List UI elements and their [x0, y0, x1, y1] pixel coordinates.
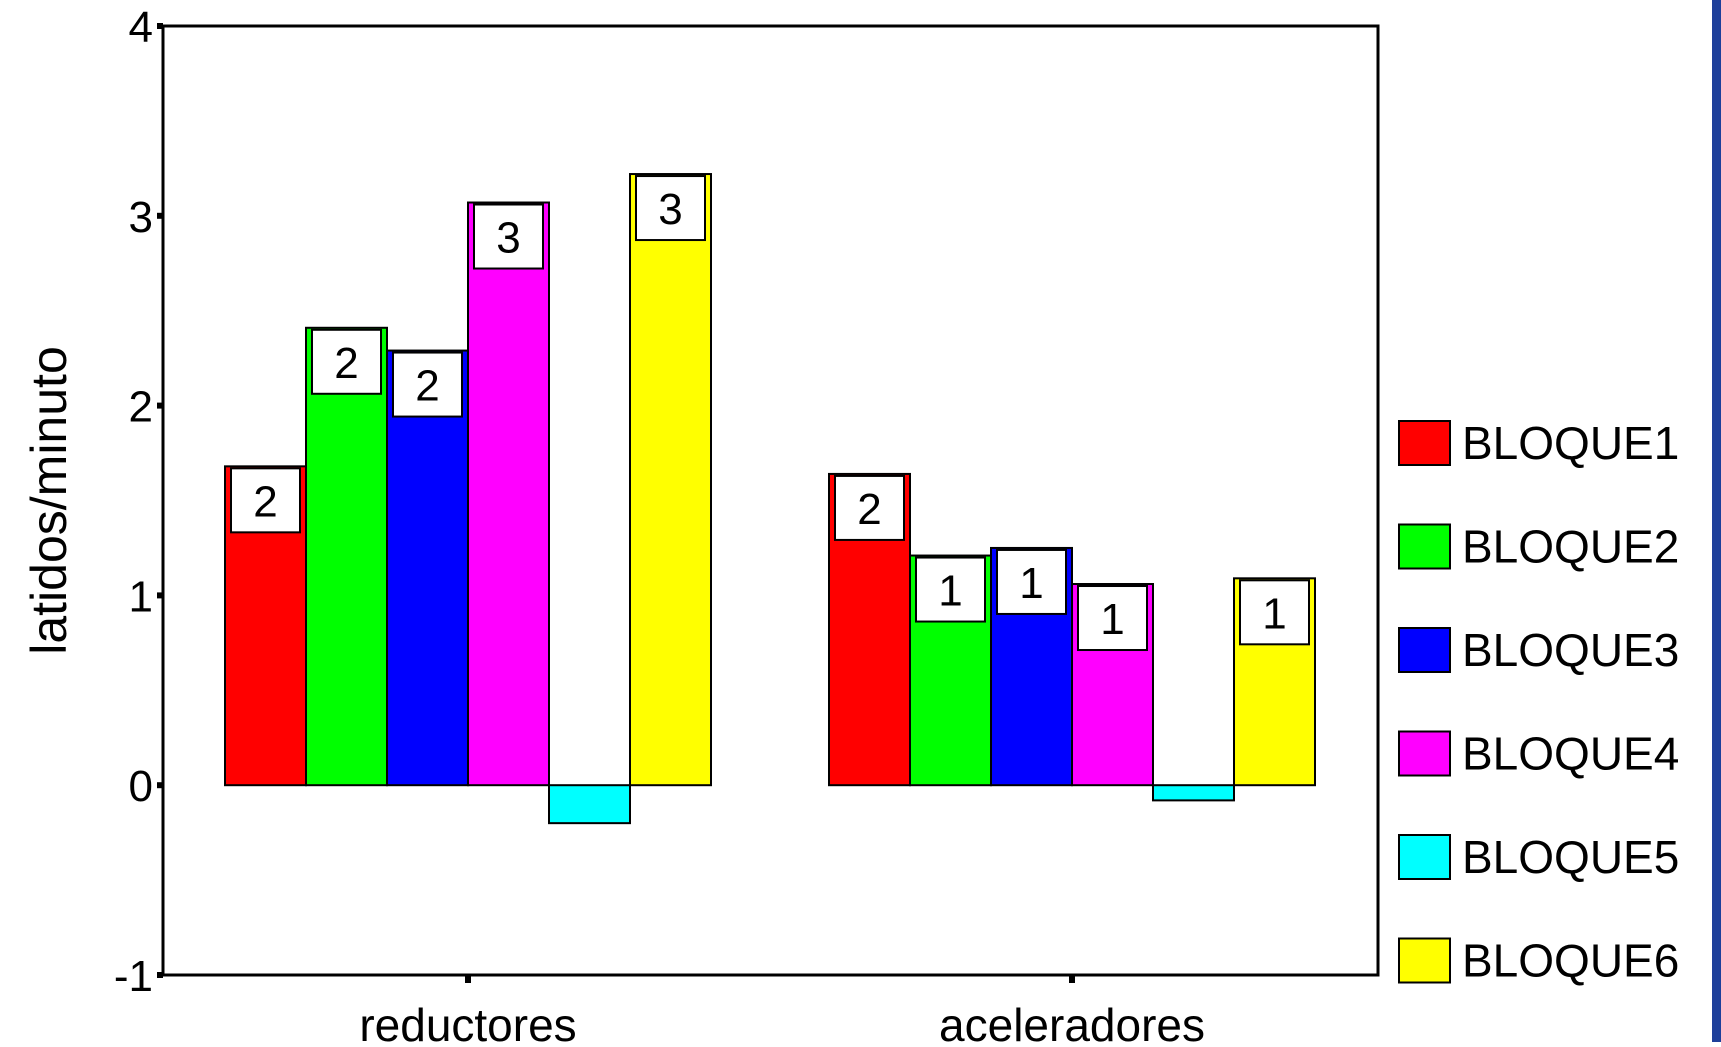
bar-value-label: 1 — [1262, 589, 1286, 638]
bar-value-box — [311, 328, 382, 395]
bar-value-label: 1 — [938, 567, 962, 616]
legend-label: BLOQUE3 — [1462, 624, 1679, 676]
legend-swatch — [1398, 937, 1451, 984]
bar-value-box — [834, 474, 905, 541]
bar-value-label: 3 — [658, 185, 682, 234]
legend-swatch — [1398, 523, 1451, 570]
bar-value-box — [915, 556, 986, 623]
x-tick-label: aceleradores — [939, 999, 1205, 1042]
bar-value-box — [1239, 579, 1310, 646]
legend-label: BLOQUE1 — [1462, 417, 1679, 469]
legend-label: BLOQUE2 — [1462, 521, 1679, 573]
bar — [467, 201, 550, 787]
y-tick-label: -1 — [114, 952, 153, 1001]
legend-label: BLOQUE5 — [1462, 831, 1679, 883]
bar-value-box — [635, 175, 706, 242]
y-tick-label: 0 — [129, 762, 153, 811]
bar-value-box — [392, 351, 463, 418]
y-tick-label: 3 — [129, 193, 153, 242]
bar-value-box — [996, 548, 1067, 615]
plot-frame — [161, 24, 1380, 977]
y-tick-label: 4 — [129, 3, 153, 52]
legend-label: BLOQUE4 — [1462, 728, 1679, 780]
bar-value-label: 3 — [496, 214, 520, 263]
bar — [386, 349, 469, 787]
bar-value-label: 2 — [334, 339, 358, 388]
legend-swatch — [1398, 730, 1451, 777]
x-tick-label: reductores — [359, 999, 576, 1042]
window-edge-strip — [1712, 0, 1721, 1042]
bar — [548, 784, 631, 825]
bar-value-label: 2 — [415, 362, 439, 411]
bar-value-box — [473, 203, 544, 270]
legend-swatch — [1398, 420, 1451, 466]
bar-value-box — [1077, 585, 1148, 652]
bar — [305, 326, 388, 787]
bar-value-box — [230, 467, 301, 534]
legend-swatch — [1398, 834, 1451, 880]
bar — [1152, 784, 1235, 802]
bar-value-label: 2 — [857, 485, 881, 534]
y-tick-label: 1 — [129, 572, 153, 621]
y-axis-label: latidos/minuto — [21, 346, 77, 655]
y-tick-label: 2 — [129, 383, 153, 432]
legend-label: BLOQUE6 — [1462, 935, 1679, 987]
bar-value-label: 1 — [1019, 559, 1043, 608]
legend-swatch — [1398, 627, 1451, 673]
bar-value-label: 2 — [253, 477, 277, 526]
bar-value-label: 1 — [1100, 595, 1124, 644]
bar — [629, 173, 712, 787]
